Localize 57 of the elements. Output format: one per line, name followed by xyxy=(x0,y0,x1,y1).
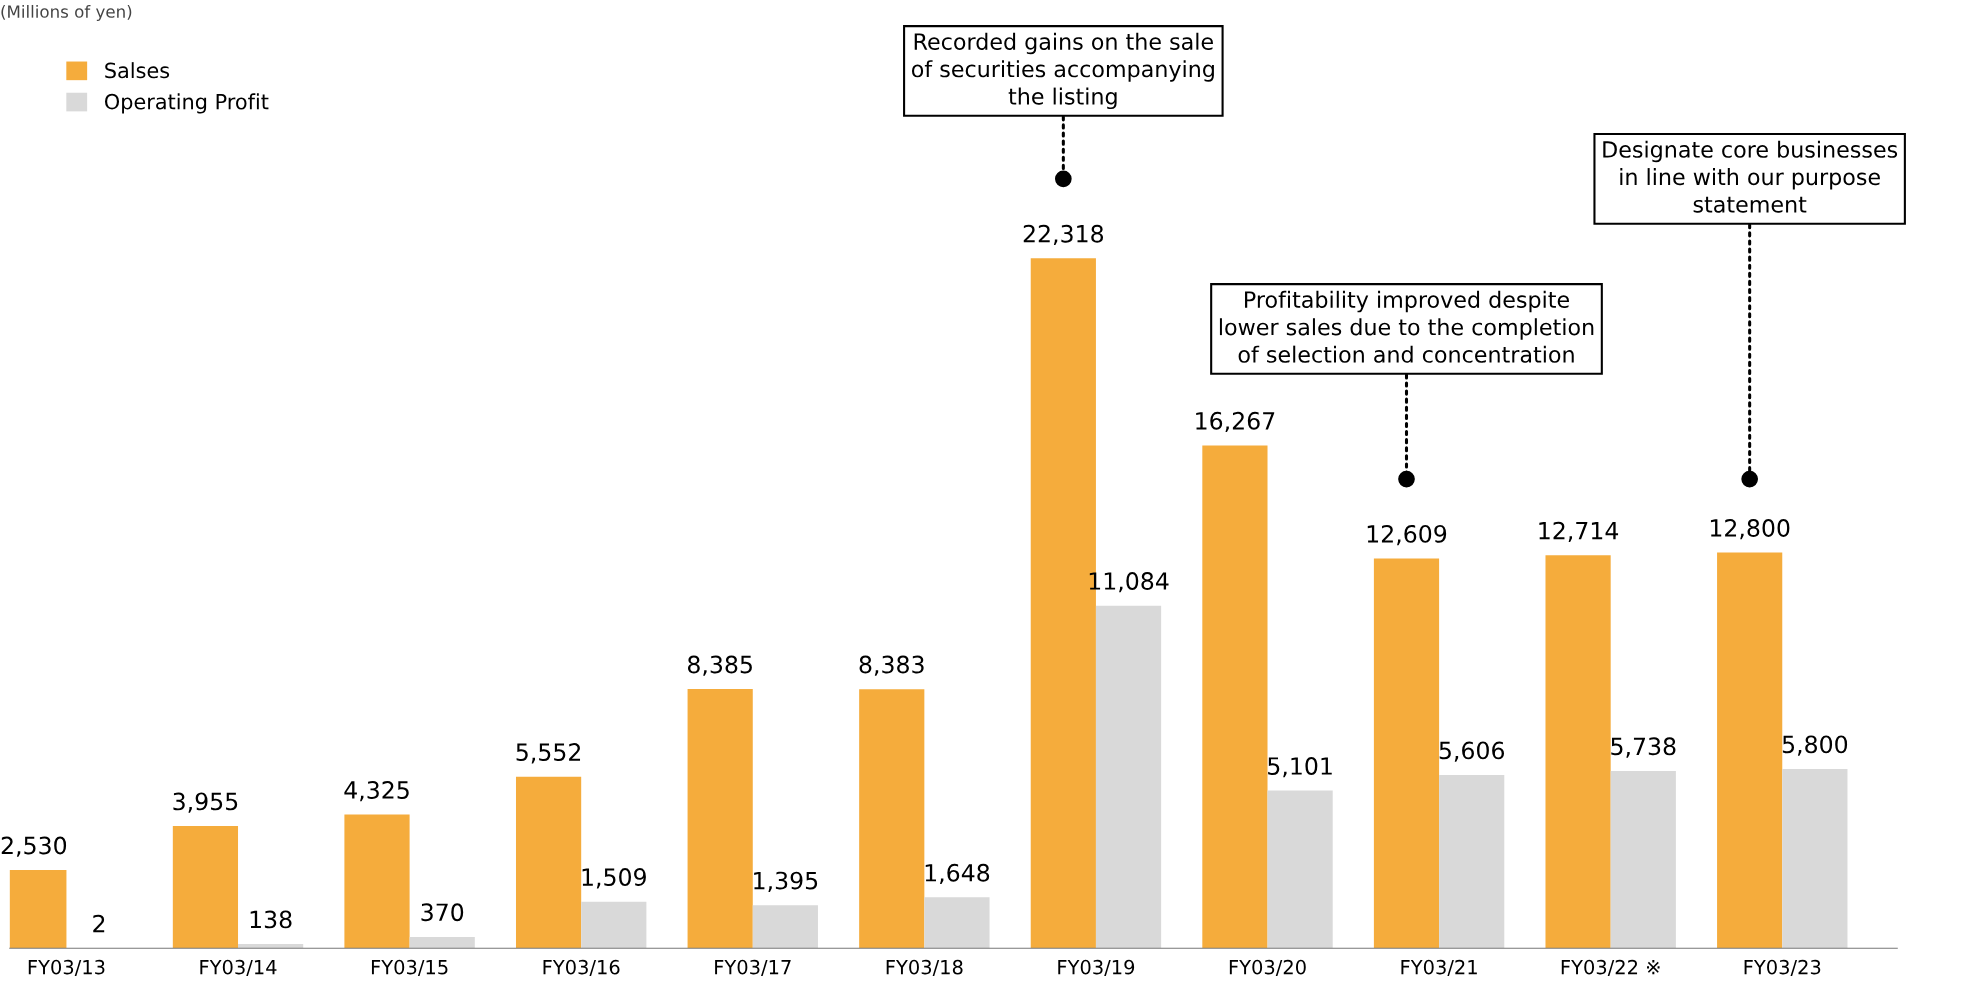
data-label: 12,714 xyxy=(1539,521,1619,542)
text: Designate core businesses in line with our purpose statement xyxy=(1603,140,1898,213)
bar xyxy=(859,689,925,949)
text: (Millions of yen) xyxy=(1,4,132,22)
data-label: 370 xyxy=(421,903,464,922)
bar xyxy=(752,905,818,949)
x-tick-label: FY03/15 xyxy=(371,959,448,977)
data-label: 4,325 xyxy=(344,781,409,802)
x-tick-label: FY03/14 xyxy=(200,959,277,977)
data-label: 12,800 xyxy=(1710,519,1790,540)
x-tick-label: FY03/19 xyxy=(1058,959,1135,977)
x-tick-label: FY03/17 xyxy=(715,959,791,977)
bar xyxy=(344,814,410,949)
x-tick-label: FY03/13 xyxy=(28,959,105,977)
bar xyxy=(687,689,753,949)
bar xyxy=(1610,770,1676,949)
x-tick-label: FY03/23 xyxy=(1744,959,1821,977)
bar xyxy=(409,936,475,949)
data-label: 22,318 xyxy=(1023,224,1104,246)
x-tick-label: FY03/18 xyxy=(886,959,963,977)
data-label: 1,648 xyxy=(925,863,990,885)
data-label: 2 xyxy=(93,914,105,933)
bar xyxy=(924,897,990,949)
data-label: 1,509 xyxy=(582,868,646,889)
data-label: 5,101 xyxy=(1268,757,1332,778)
data-label: 2,530 xyxy=(1,836,67,857)
bar xyxy=(172,826,239,949)
data-label: 16,267 xyxy=(1196,411,1275,433)
data-label: 5,738 xyxy=(1611,737,1676,758)
x-tick-label: FY03/21 xyxy=(1401,959,1477,977)
x-tick-label: FY03/20 xyxy=(1229,959,1306,977)
bar xyxy=(1782,769,1848,949)
bar xyxy=(1202,445,1268,949)
data-label: 12,609 xyxy=(1367,524,1447,546)
legend-label: Operating Profit xyxy=(104,93,269,114)
bar xyxy=(1717,552,1783,949)
bar xyxy=(515,776,582,949)
x-tick-label: FY03/16 xyxy=(543,959,620,977)
bar xyxy=(1373,558,1440,949)
data-label: 5,552 xyxy=(516,743,581,764)
x-tick-label: FY03/22 ※ xyxy=(1561,959,1660,977)
data-label: 138 xyxy=(250,910,292,929)
data-label: 5,800 xyxy=(1782,735,1848,756)
legend-label: Salses xyxy=(105,62,170,79)
data-label: 3,955 xyxy=(173,792,238,813)
bar xyxy=(1095,605,1162,949)
data-label: 5,606 xyxy=(1439,741,1505,762)
bar xyxy=(1267,790,1333,949)
annotation: Profitability improved despite lower sales due to the completion of selection and concentration xyxy=(1219,290,1594,363)
bar xyxy=(1545,555,1611,949)
text: Recorded gains on the sale of securities accompanying the listing xyxy=(911,32,1214,110)
data-label: 8,383 xyxy=(859,655,924,676)
data-label: 1,395 xyxy=(754,871,818,892)
bar xyxy=(581,901,647,949)
bar xyxy=(238,944,304,949)
bar xyxy=(1439,775,1505,949)
data-label: 8,385 xyxy=(687,655,752,676)
